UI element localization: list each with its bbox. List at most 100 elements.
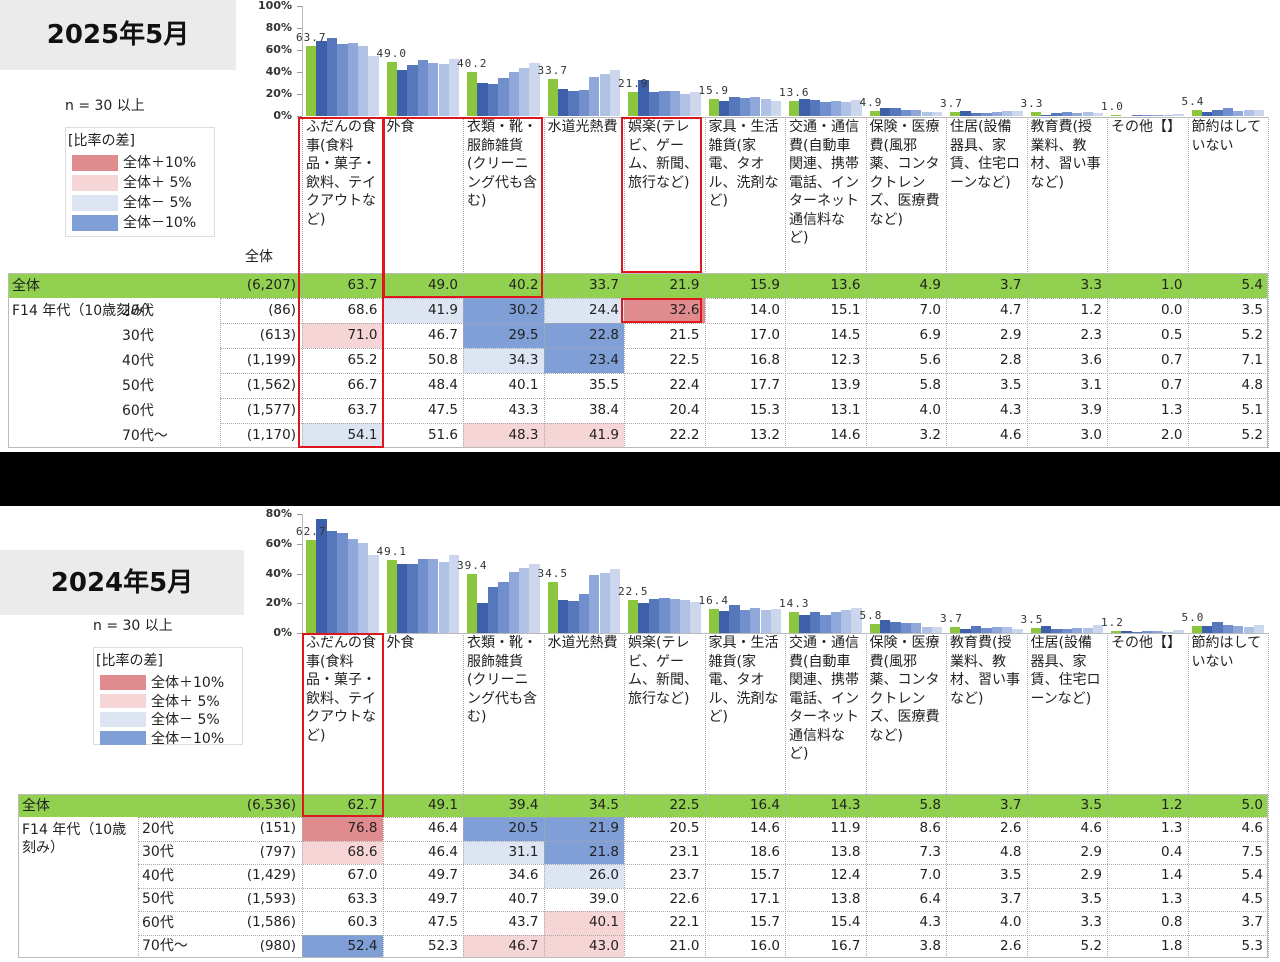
bar [1191, 625, 1202, 633]
n-value: (1,562) [246, 376, 296, 393]
age-label: 20代 [142, 820, 174, 837]
bar [568, 90, 579, 116]
table-cell: 5.4 [1241, 277, 1263, 293]
table-cell: 2.9 [1080, 843, 1102, 860]
header-line [302, 633, 1268, 634]
y-tick-mark [297, 633, 302, 634]
bar [358, 543, 369, 633]
bar [750, 607, 761, 633]
bar [921, 626, 932, 633]
bar [708, 608, 719, 633]
table-cell: 4.7 [1000, 302, 1022, 318]
table-cell: 22.5 [669, 797, 700, 813]
table-cell: 34.5 [588, 797, 619, 813]
bar [1212, 110, 1223, 116]
y-tick-mark [297, 28, 302, 29]
table-cell: 4.3 [919, 914, 941, 930]
table-cell: 43.0 [543, 934, 624, 958]
table-cell: 3.1 [1080, 377, 1102, 393]
y-tick-label: 0% [273, 626, 292, 639]
table-cell: 16.0 [749, 937, 780, 954]
column-line [1268, 117, 1269, 448]
table-cell: 0.8 [1161, 914, 1183, 930]
table-cell: 16.8 [749, 352, 780, 368]
bar-top-label: 3.5 [1020, 612, 1044, 626]
bar [809, 100, 821, 116]
legend-swatch [72, 155, 118, 171]
age-label: 50代 [142, 891, 174, 908]
sample-note: n = 30 以上 [93, 618, 173, 634]
age-label: 20代 [122, 302, 154, 319]
table-cell: 4.8 [1241, 377, 1263, 393]
bar [760, 99, 771, 116]
category-header: 住居(設備器具、家賃、住宅ローンなど) [950, 119, 1020, 191]
bar [638, 602, 649, 633]
table-cell: 41.9 [382, 298, 463, 323]
row-line [220, 348, 1268, 349]
bar [396, 563, 408, 633]
bar [869, 110, 880, 116]
bar [599, 73, 610, 116]
highlight-box [302, 633, 384, 817]
bar [890, 622, 901, 633]
bar [970, 112, 982, 116]
total-label: 全体 [12, 277, 40, 294]
table-cell: 49.1 [427, 797, 458, 813]
bar [417, 60, 429, 116]
category-header: 衣類・靴・服飾雑貨(クリーニング代も含む) [467, 119, 537, 209]
n-value: (1,586) [246, 914, 296, 930]
bar [1072, 627, 1083, 633]
bar [799, 99, 810, 116]
bar [690, 601, 701, 633]
bar [1061, 112, 1073, 116]
bar [1243, 627, 1254, 633]
table-cell: 39.0 [588, 890, 619, 907]
bar [1152, 631, 1163, 633]
table-outline [18, 794, 1268, 958]
bar [589, 76, 600, 116]
table-cell: 23.4 [543, 348, 624, 373]
table-cell: 4.0 [1000, 914, 1022, 930]
bar [326, 530, 338, 633]
category-header: 外食 [386, 635, 415, 651]
bar [680, 600, 691, 633]
category-header: その他【】 [1111, 119, 1181, 135]
table-cell: 2.9 [1080, 867, 1102, 883]
table-cell: 4.0 [919, 402, 941, 418]
bar [1222, 624, 1234, 633]
column-line [624, 633, 625, 958]
table-cell: 18.6 [749, 843, 780, 860]
bar-top-label: 3.7 [940, 96, 963, 110]
bar-top-label: 14.3 [779, 596, 810, 610]
legend-label: 全体－10% [151, 730, 225, 747]
y-tick-mark [297, 514, 302, 515]
bar [1040, 114, 1052, 116]
table-cell: 4.3 [1000, 402, 1022, 418]
bar [557, 600, 569, 633]
column-line [1187, 117, 1189, 448]
bar [589, 574, 600, 633]
table-cell: 2.0 [1161, 427, 1183, 443]
age-label: 30代 [142, 844, 174, 861]
category-header: 娯楽(テレビ、ゲーム、新聞、旅行など) [628, 635, 698, 707]
bar [316, 40, 327, 116]
bar [428, 559, 439, 633]
bar [467, 71, 478, 116]
column-line [704, 117, 706, 448]
y-axis [302, 6, 303, 116]
age-label: 70代～ [142, 938, 188, 955]
table-cell: 68.6 [302, 840, 383, 864]
table-cell: 23.1 [669, 843, 700, 860]
legend-box [65, 127, 215, 237]
bar-top-label: 49.0 [376, 47, 407, 61]
table-cell: 47.5 [427, 914, 458, 930]
y-tick-label: 40% [265, 65, 292, 78]
bar [760, 609, 771, 633]
table-cell: 22.4 [669, 377, 700, 393]
table-cell: 5.2 [1080, 937, 1102, 954]
bar [1233, 110, 1244, 116]
table-cell: 2.6 [1000, 937, 1022, 954]
legend-swatch [72, 175, 118, 191]
bar [770, 609, 782, 633]
separator-band [0, 452, 1280, 506]
